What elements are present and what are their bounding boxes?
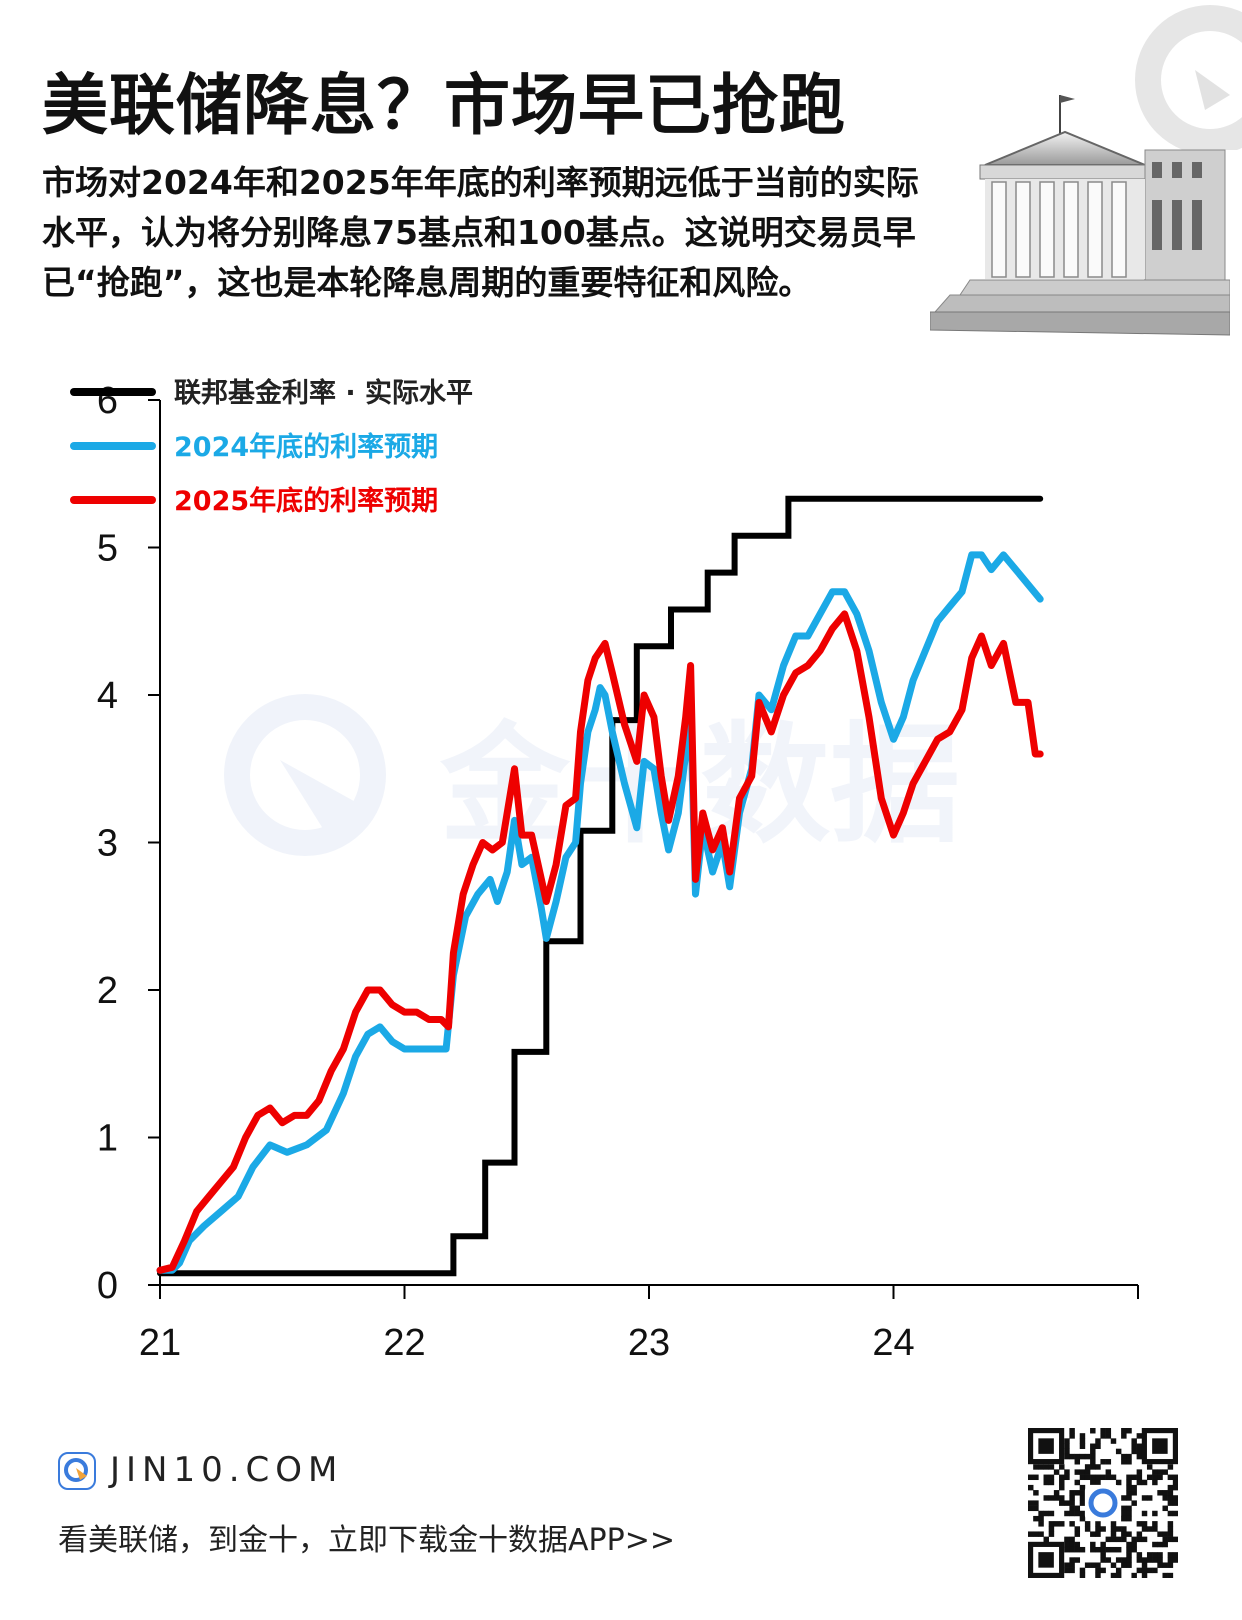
- series-line-1: [157, 495, 1044, 1277]
- legend-label-2: 2024年底的利率预期: [174, 431, 438, 463]
- x-tick-label: 23: [628, 1322, 670, 1364]
- y-tick-label: 3: [97, 823, 118, 865]
- x-tick-label: 22: [383, 1322, 425, 1364]
- y-tick-label: 1: [97, 1118, 118, 1160]
- x-tick-label: 21: [139, 1322, 181, 1364]
- series-line-2: [156, 551, 1044, 1274]
- y-tick-label: 5: [97, 528, 118, 570]
- series-line-3: [156, 610, 1044, 1274]
- y-tick-label: 6: [97, 380, 118, 422]
- page-title: 美联储降息？市场早已抢跑: [42, 67, 846, 144]
- legend-label-1: 联邦基金利率 · 实际水平: [174, 377, 473, 409]
- jin10-logo-icon: [58, 1452, 96, 1490]
- footer-download-cta[interactable]: 看美联储，到金十，立即下载金十数据APP>>: [58, 1523, 675, 1558]
- page-subtitle: 市场对2024年和2025年年底的利率预期远低于当前的实际水平，认为将分别降息7…: [42, 163, 919, 302]
- x-tick-label: 24: [872, 1322, 914, 1364]
- corner-brand-decoration: [1135, 5, 1242, 150]
- y-tick-label: 4: [97, 675, 118, 717]
- qr-code-icon[interactable]: [1028, 1428, 1178, 1578]
- y-tick-label: 2: [97, 970, 118, 1012]
- y-tick-label: 0: [97, 1265, 118, 1307]
- footer-site[interactable]: JIN10.COM: [110, 1450, 344, 1490]
- chart-series: [156, 495, 1044, 1277]
- legend-label-3: 2025年底的利率预期: [174, 485, 438, 517]
- federal-reserve-building-icon: [930, 95, 1230, 336]
- chart-legend: 联邦基金利率 · 实际水平 2024年底的利率预期 2025年底的利率预期: [70, 377, 473, 517]
